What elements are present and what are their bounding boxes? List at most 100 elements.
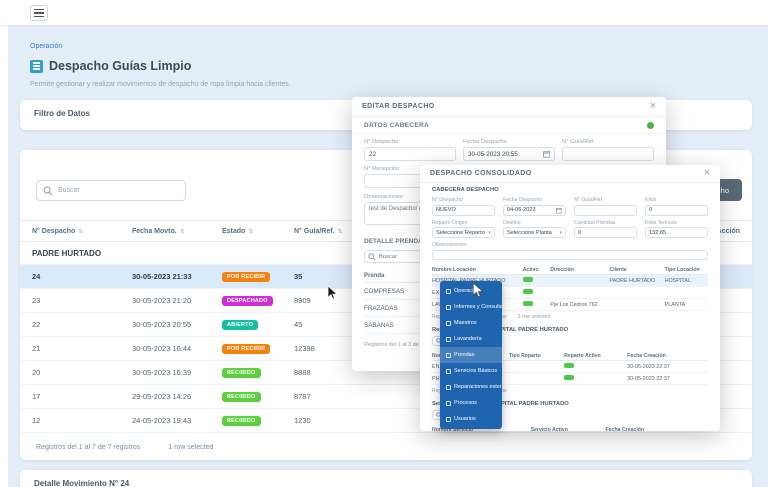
page-icon xyxy=(30,59,43,73)
sort-icon[interactable]: ⇅ xyxy=(337,228,343,235)
field-label: Kilos Teóricos xyxy=(645,219,677,226)
close-icon[interactable]: × xyxy=(649,100,656,112)
sort-icon[interactable]: ⇅ xyxy=(248,228,254,235)
cursor-arrow-white-icon xyxy=(472,283,484,298)
chevron-down-icon: ▾ xyxy=(559,229,562,236)
nav-item-icon xyxy=(446,368,451,374)
status-badge: POR RECIBIR xyxy=(222,272,271,282)
search-box xyxy=(36,180,186,201)
active-indicator xyxy=(564,363,575,368)
field-label: Destino xyxy=(503,219,521,226)
nav-item-usuarios[interactable]: Usuarios xyxy=(440,411,502,427)
sidebar-rail xyxy=(0,26,8,487)
column-header-guia[interactable]: N° Guía/Ref. ⇅ xyxy=(294,227,343,235)
modal-title: EDITAR DESPACHO xyxy=(362,103,435,110)
active-indicator xyxy=(522,289,533,294)
nav-item-informes[interactable]: Informes y Consultas xyxy=(440,299,502,315)
cantidad-prendas-field[interactable] xyxy=(578,228,633,237)
search-icon xyxy=(368,252,376,261)
nav-item-maestros[interactable]: Maestros xyxy=(440,315,502,331)
n-despacho-field[interactable] xyxy=(436,205,491,215)
page-title: Despacho Guías Limpio xyxy=(49,59,192,73)
section-datos-cabecera: DATOS CABECERA xyxy=(364,121,429,129)
table-row[interactable]: 20 30-05-2023 16:39 RECIBIDO 8888 xyxy=(20,361,752,385)
fecha-despacho-field[interactable] xyxy=(468,148,543,160)
reparto-origen-select[interactable]: Seleccione Reparto ▾ xyxy=(432,227,495,238)
nav-drawer: Operación Informes y Consultas Maestros … xyxy=(440,281,502,429)
nav-item-icon xyxy=(446,416,451,422)
detail-card: Detalle Movimiento N° 24 xyxy=(20,470,752,487)
chevron-down-icon: ▾ xyxy=(488,229,491,236)
kilos-field[interactable] xyxy=(649,205,704,215)
nav-item-prendas[interactable]: Prendas xyxy=(440,347,502,363)
status-badge: RECIBIDO xyxy=(222,416,261,426)
n-despacho-field[interactable] xyxy=(369,148,451,160)
nav-item-reparaciones[interactable]: Reparaciones externas xyxy=(440,379,502,395)
table-row[interactable]: 12 24-05-2023 19:43 RECIBIDO 1230 xyxy=(20,409,752,433)
kilos-teoricos-field[interactable] xyxy=(649,228,704,237)
nav-item-procesos[interactable]: Procesos xyxy=(440,395,502,411)
nav-item-icon xyxy=(446,400,451,406)
calendar-icon[interactable] xyxy=(542,150,550,158)
field-label: N° Despacho xyxy=(364,139,399,145)
field-label: Observaciones xyxy=(364,194,403,200)
nav-item-servicios-basicos[interactable]: Servicios Básicos xyxy=(440,363,502,379)
section-cabecera-despacho: CABECERA DESPACHO xyxy=(432,187,499,193)
field-label: Fecha Despacho xyxy=(503,197,543,203)
field-label: N° Guía/Ref xyxy=(574,197,603,203)
observaciones-field[interactable] xyxy=(432,250,708,260)
locaciones-header-row: Nombre Locación Activo Dirección Cliente… xyxy=(432,265,708,275)
nav-item-icon xyxy=(446,336,451,342)
nav-item-icon xyxy=(446,352,451,358)
active-indicator xyxy=(522,277,533,282)
section-detalle-prendas: DETALLE PRENDAS xyxy=(364,237,428,245)
nav-item-icon xyxy=(446,320,451,326)
nav-item-operacion[interactable]: Operación xyxy=(440,283,502,299)
field-label: Observaciones xyxy=(432,242,467,248)
selection-info: 1 row selected xyxy=(168,444,214,451)
guia-field[interactable] xyxy=(567,148,649,160)
field-label: Kilos xyxy=(645,197,657,203)
close-icon[interactable]: × xyxy=(703,167,710,179)
page-subtitle: Permite gestionar y realizar movimientos… xyxy=(30,81,291,88)
breadcrumb[interactable]: Operación xyxy=(30,43,63,50)
cursor-arrow-icon xyxy=(327,286,338,300)
sort-icon[interactable]: ⇅ xyxy=(78,228,84,235)
column-header-fecha[interactable]: Fecha Movto. ⇅ xyxy=(132,227,185,235)
column-header-estado[interactable]: Estado ⇅ xyxy=(222,227,254,235)
table-row[interactable]: 17 29-05-2023 14:26 RECIBIDO 8787 xyxy=(20,385,752,409)
column-header-despacho[interactable]: N° Despacho ⇅ xyxy=(32,227,84,235)
active-indicator xyxy=(522,301,533,306)
modal-title: DESPACHO CONSOLIDADO xyxy=(430,170,532,177)
sort-icon[interactable]: ⇅ xyxy=(179,228,185,235)
prendas-search-input[interactable] xyxy=(376,253,447,260)
field-label: N° Guía/Ref. xyxy=(562,139,595,145)
records-info: Registros del 1 al 3 de 3 registros xyxy=(364,342,446,348)
status-badge: ABIERTO xyxy=(222,320,259,330)
column-header-accion[interactable]: Acción xyxy=(716,227,740,235)
search-icon xyxy=(43,185,53,195)
status-badge: POR RECIBIR xyxy=(222,344,271,354)
selection-info: 1 row selected xyxy=(517,314,551,320)
status-badge: RECIBIDO xyxy=(222,392,261,402)
field-label: Reparto Origen xyxy=(432,219,468,226)
status-badge: DESPACHADO xyxy=(222,296,273,306)
field-label: Cantidad Prendas xyxy=(574,219,616,226)
nav-item-lavanderia[interactable]: Lavandería xyxy=(440,331,502,347)
search-input[interactable] xyxy=(53,187,185,194)
field-label: Fecha Despacho xyxy=(463,139,507,145)
filter-card-title[interactable]: Filtro de Datos xyxy=(34,109,91,118)
guia-field[interactable] xyxy=(578,205,633,215)
nav-item-icon xyxy=(446,288,451,294)
topbar xyxy=(0,0,768,26)
status-dot-icon xyxy=(647,121,654,129)
detail-card-title: Detalle Movimiento N° 24 xyxy=(34,479,130,487)
field-label: N° Recepción xyxy=(364,166,400,172)
calendar-icon[interactable] xyxy=(555,207,562,214)
hamburger-menu-icon[interactable] xyxy=(30,5,48,21)
nav-item-icon xyxy=(446,384,451,390)
active-indicator xyxy=(564,375,575,380)
fecha-despacho-field[interactable] xyxy=(507,205,556,215)
records-info: Registros del 1 al 7 de 7 registros xyxy=(36,444,141,451)
destino-select[interactable]: Seleccione Planta ▾ xyxy=(503,227,566,238)
